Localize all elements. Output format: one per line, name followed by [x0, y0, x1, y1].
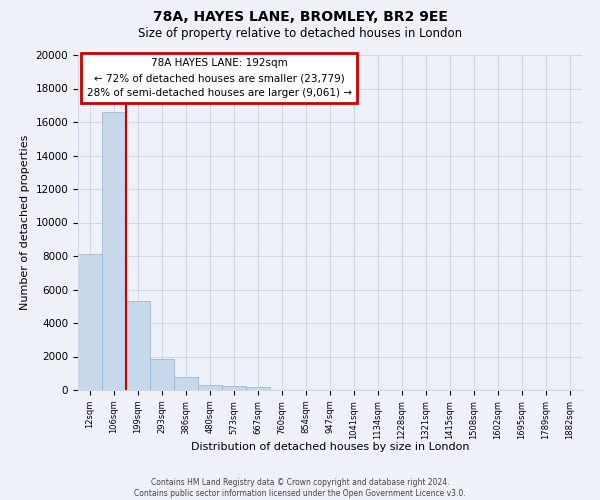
- Bar: [246, 388, 270, 390]
- Text: 78A, HAYES LANE, BROMLEY, BR2 9EE: 78A, HAYES LANE, BROMLEY, BR2 9EE: [152, 10, 448, 24]
- Text: Contains HM Land Registry data © Crown copyright and database right 2024.
Contai: Contains HM Land Registry data © Crown c…: [134, 478, 466, 498]
- Text: Size of property relative to detached houses in London: Size of property relative to detached ho…: [138, 28, 462, 40]
- Bar: [102, 112, 126, 390]
- Bar: [222, 386, 246, 390]
- Y-axis label: Number of detached properties: Number of detached properties: [20, 135, 30, 310]
- Bar: [150, 359, 174, 390]
- Bar: [174, 376, 198, 390]
- Bar: [198, 384, 222, 390]
- Bar: [78, 254, 102, 390]
- Text: 78A HAYES LANE: 192sqm
← 72% of detached houses are smaller (23,779)
28% of semi: 78A HAYES LANE: 192sqm ← 72% of detached…: [86, 58, 352, 98]
- X-axis label: Distribution of detached houses by size in London: Distribution of detached houses by size …: [191, 442, 469, 452]
- Bar: [126, 301, 150, 390]
